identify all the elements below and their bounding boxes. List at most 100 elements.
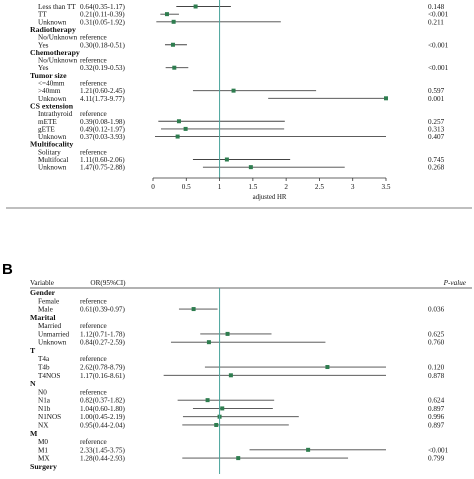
row-p-value: 0.745 <box>428 156 445 164</box>
row-label: No/Unknown <box>38 57 78 65</box>
row-label: Yes <box>38 64 49 72</box>
group-header: T <box>30 346 36 355</box>
x-tick-label: 0.5 <box>182 183 191 191</box>
point-estimate <box>172 65 177 70</box>
row-label: Unknown <box>38 18 67 26</box>
row-label: No/Unknown <box>38 34 78 42</box>
row-label: Unknown <box>38 164 67 172</box>
row-label: TT <box>38 11 47 19</box>
group-header: Multifocality <box>30 140 73 149</box>
row-ci-text: 1.11(0.60-2.06) <box>80 156 125 164</box>
row-ci-text: 1.17(0.16-8.61) <box>80 372 126 380</box>
row-label: Yes <box>38 41 49 49</box>
row-p-value: 0.313 <box>428 125 445 133</box>
row-label: Less than TT <box>38 3 76 11</box>
point-estimate <box>384 96 388 101</box>
group-header: N <box>30 379 36 388</box>
row-p-value: 0.257 <box>428 118 445 126</box>
group-header: Gender <box>30 288 56 297</box>
group-header: Radiotherapy <box>30 25 76 34</box>
point-estimate <box>231 88 236 93</box>
row-label: Unknown <box>38 339 67 347</box>
row-ci-text: 0.49(0.12-1.97) <box>80 125 126 133</box>
row-label: Male <box>38 306 53 314</box>
point-estimate <box>248 165 253 170</box>
row-ci-text: 0.61(0.39-0.97) <box>80 306 126 314</box>
point-estimate <box>170 42 175 47</box>
point-estimate <box>183 126 188 131</box>
row-label: gETE <box>38 125 55 133</box>
row-ci-text: 1.21(0.60-2.45) <box>80 87 126 95</box>
row-p-value: 0.597 <box>428 87 445 95</box>
row-ci-text: 0.82(0.37-1.82) <box>80 397 126 405</box>
row-label: Female <box>38 297 59 305</box>
row-ci-text: reference <box>80 57 107 65</box>
row-label: NX <box>38 421 49 429</box>
x-axis-label: adjusted HR <box>253 194 287 201</box>
row-label: MX <box>38 455 50 463</box>
row-label: M0 <box>38 438 48 446</box>
col-header-ci: OR(95%CI) <box>90 279 126 287</box>
point-estimate <box>191 307 196 312</box>
row-label: T4NOS <box>38 372 60 380</box>
row-ci-text: reference <box>80 80 107 88</box>
row-p-value: 0.799 <box>428 455 445 463</box>
row-label: >40mm <box>38 87 61 95</box>
point-estimate <box>171 19 176 24</box>
row-p-value: 0.407 <box>428 133 445 141</box>
row-label: Unknown <box>38 133 67 141</box>
row-p-value: 0.897 <box>428 421 445 429</box>
col-header-p: P-value <box>443 279 467 287</box>
row-ci-text: 1.28(0.44-2.93) <box>80 455 126 463</box>
row-p-value: 0.148 <box>428 3 445 11</box>
row-ci-text: 0.95(0.44-2.04) <box>80 421 126 429</box>
group-header: M <box>30 429 38 438</box>
row-label: T4a <box>38 355 50 363</box>
point-estimate <box>175 134 180 139</box>
group-header: Chemotherapy <box>30 48 80 57</box>
row-p-value: <0.001 <box>428 64 449 72</box>
row-ci-text: 0.84(0.27-2.59) <box>80 339 126 347</box>
group-header: CS extension <box>30 101 74 110</box>
row-ci-text: 0.32(0.19-0.53) <box>80 64 126 72</box>
point-estimate <box>236 456 241 461</box>
group-header: Surgery <box>30 462 57 471</box>
panel-b-label: B <box>2 261 13 278</box>
point-estimate <box>206 340 211 345</box>
row-label: Married <box>38 322 62 330</box>
row-ci-text: 1.12(0.71-1.78) <box>80 330 126 338</box>
row-p-value: 0.625 <box>428 330 445 338</box>
row-ci-text: reference <box>80 148 107 156</box>
row-ci-text: reference <box>80 110 107 118</box>
row-label: N1a <box>38 397 51 405</box>
row-ci-text: reference <box>80 438 107 446</box>
row-ci-text: 1.47(0.75-2.88) <box>80 164 126 172</box>
row-p-value: 0.624 <box>428 397 445 405</box>
row-p-value: 0.120 <box>428 364 445 372</box>
row-ci-text: reference <box>80 355 107 363</box>
point-estimate <box>164 12 169 17</box>
row-label: Unknown <box>38 95 67 103</box>
x-tick-label: 2 <box>284 183 288 191</box>
point-estimate <box>205 398 210 403</box>
point-estimate <box>225 331 230 336</box>
row-ci-text: reference <box>80 388 107 396</box>
row-p-value: <0.001 <box>428 446 449 454</box>
point-estimate <box>325 365 330 370</box>
row-ci-text: 0.30(0.18-0.51) <box>80 41 126 49</box>
row-label: N1NOS <box>38 413 61 421</box>
x-tick-label: 1.5 <box>248 183 257 191</box>
row-label: Solitary <box>38 148 61 156</box>
row-p-value: 0.760 <box>428 339 445 347</box>
row-label: Intrathyroid <box>38 110 73 118</box>
row-label: Unmarried <box>38 330 70 338</box>
row-p-value: 0.001 <box>428 95 445 103</box>
panel-a: Less than TT 0.64(0.35-1.17) 0.148 TT 0.21(0… <box>6 0 472 209</box>
row-ci-text: 0.31(0.05-1.92) <box>80 18 126 26</box>
row-label: M1 <box>38 446 48 454</box>
row-ci-text: 2.33(1.45-3.75) <box>80 446 126 454</box>
row-p-value: 0.268 <box>428 164 445 172</box>
row-ci-text: 4.11(1.73-9.77) <box>80 95 125 103</box>
